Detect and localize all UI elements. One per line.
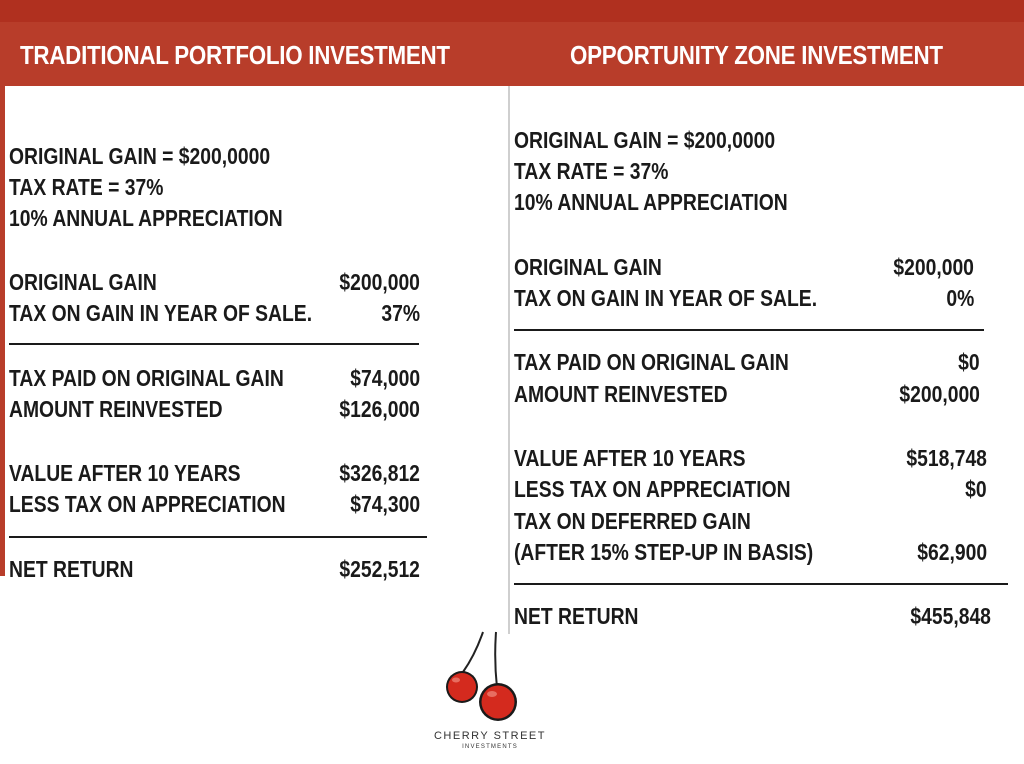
right-net-return-value: $455,848 <box>910 603 991 629</box>
cherry-right <box>481 685 515 719</box>
right-original-gain-label: ORIGINAL GAIN <box>514 254 662 280</box>
right-less-tax-label: LESS TAX ON APPRECIATION <box>514 476 791 502</box>
right-assumption-rate: TAX RATE = 37% <box>514 158 669 184</box>
left-assumption-appreciation: 10% ANNUAL APPRECIATION <box>9 205 283 231</box>
right-assumption-appreciation: 10% ANNUAL APPRECIATION <box>514 189 788 215</box>
right-value-after-value: $518,748 <box>906 445 987 471</box>
left-less-tax-value: $74,300 <box>350 491 420 517</box>
left-reinvested-label: AMOUNT REINVESTED <box>9 396 223 422</box>
right-deferred-label-1: TAX ON DEFERRED GAIN <box>514 508 751 534</box>
right-separator-2 <box>514 583 1008 585</box>
left-assumption-gain: ORIGINAL GAIN = $200,0000 <box>9 143 271 169</box>
header-banner: TRADITIONAL PORTFOLIO INVESTMENT OPPORTU… <box>0 22 1024 86</box>
right-value-after-label: VALUE AFTER 10 YEARS <box>514 445 746 471</box>
cherry-left <box>448 673 476 701</box>
left-net-return-label: NET RETURN <box>9 556 134 582</box>
right-tax-paid-value: $0 <box>958 349 980 375</box>
column-divider <box>508 86 510 634</box>
right-assumption-gain: ORIGINAL GAIN = $200,0000 <box>514 127 776 153</box>
right-tax-on-gain-value: 0% <box>946 285 974 311</box>
right-column-title: OPPORTUNITY ZONE INVESTMENT <box>570 40 943 70</box>
left-value-after-label: VALUE AFTER 10 YEARS <box>9 460 241 486</box>
right-tax-on-gain-label: TAX ON GAIN IN YEAR OF SALE. <box>514 285 818 311</box>
logo-name: CHERRY STREET <box>433 730 546 742</box>
left-tax-paid-label: TAX PAID ON ORIGINAL GAIN <box>9 365 284 391</box>
left-separator-1 <box>9 343 419 345</box>
left-less-tax-label: LESS TAX ON APPRECIATION <box>9 491 286 517</box>
right-separator-1 <box>514 329 984 331</box>
left-tax-on-gain-label: TAX ON GAIN IN YEAR OF SALE. <box>9 300 313 326</box>
left-accent-bar <box>0 86 5 576</box>
right-deferred-value: $62,900 <box>917 539 987 565</box>
left-original-gain-value: $200,000 <box>339 269 420 295</box>
right-reinvested-value: $200,000 <box>899 381 980 407</box>
right-tax-paid-label: TAX PAID ON ORIGINAL GAIN <box>514 349 789 375</box>
left-column-title: TRADITIONAL PORTFOLIO INVESTMENT <box>20 40 450 70</box>
left-value-after-value: $326,812 <box>339 460 420 486</box>
cherry-icon <box>446 631 517 721</box>
right-deferred-label-2: (AFTER 15% STEP-UP IN BASIS) <box>514 539 814 565</box>
cherry-street-logo: CHERRY STREET INVESTMENTS <box>420 630 560 764</box>
right-net-return-label: NET RETURN <box>514 603 639 629</box>
left-tax-paid-value: $74,000 <box>350 365 420 391</box>
right-original-gain-value: $200,000 <box>893 254 974 280</box>
logo-sub: INVESTMENTS <box>462 744 518 750</box>
right-reinvested-label: AMOUNT REINVESTED <box>514 381 728 407</box>
left-net-return-value: $252,512 <box>339 556 420 582</box>
left-assumption-rate: TAX RATE = 37% <box>9 174 164 200</box>
left-reinvested-value: $126,000 <box>339 396 420 422</box>
left-tax-on-gain-value: 37% <box>381 300 420 326</box>
right-less-tax-value: $0 <box>965 476 987 502</box>
left-original-gain-label: ORIGINAL GAIN <box>9 269 157 295</box>
left-separator-2 <box>9 536 427 538</box>
top-strip <box>0 0 1024 22</box>
